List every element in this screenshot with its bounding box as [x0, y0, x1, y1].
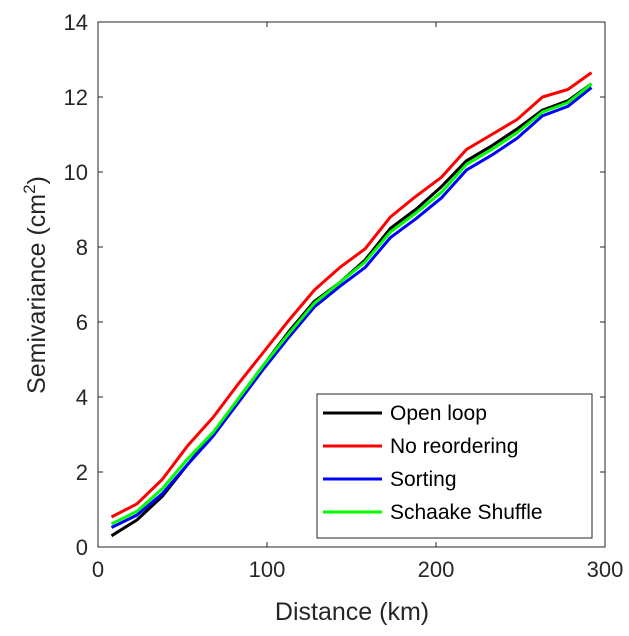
x-axis-label: Distance (km) — [275, 598, 429, 626]
legend-label-sorting: Sorting — [390, 468, 457, 491]
y-tick-label: 12 — [64, 85, 88, 110]
y-axis-label: Semivariance (cm2) — [20, 176, 51, 394]
y-tick-label: 14 — [64, 10, 88, 35]
axis-ticks: 0 100 200 300 0 2 4 6 8 10 12 14 — [64, 10, 624, 582]
x-tick-label: 100 — [249, 557, 286, 582]
y-tick-label: 2 — [76, 460, 88, 485]
x-tick-label: 0 — [92, 557, 104, 582]
series-line-schaake-shuffle — [110, 82, 593, 526]
y-axis-label-close: ) — [23, 176, 51, 184]
legend-label-open-loop: Open loop — [390, 402, 487, 425]
series-lines — [110, 71, 593, 538]
y-axis-label-main: Semivariance (cm — [23, 194, 51, 394]
y-tick-label: 8 — [76, 235, 88, 260]
y-tick-label: 6 — [76, 310, 88, 335]
x-tick-label: 200 — [418, 557, 455, 582]
x-tick-label: 300 — [587, 557, 624, 582]
y-tick-label: 4 — [76, 385, 88, 410]
y-tick-label: 10 — [64, 160, 88, 185]
series-line-no-reordering — [110, 71, 593, 519]
legend: Open loop No reordering Sorting Schaake Shu… — [316, 393, 593, 539]
legend-box — [316, 393, 593, 539]
y-axis-label-superscript: 2 — [20, 184, 39, 193]
legend-label-no-reordering: No reordering — [390, 435, 518, 458]
series-line-sorting — [110, 86, 593, 529]
legend-label-schaake-shuffle: Schaake Shuffle — [390, 501, 543, 524]
y-tick-label: 0 — [76, 535, 88, 560]
legend-items: Open loop No reordering Sorting Schaake Shu… — [323, 402, 543, 524]
